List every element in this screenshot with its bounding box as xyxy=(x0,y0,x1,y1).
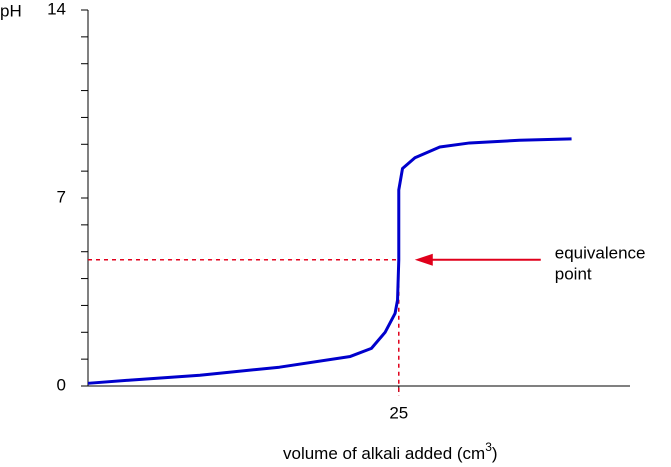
x-axis-label-end: ) xyxy=(492,444,498,463)
y-tick-label: 14 xyxy=(47,0,66,18)
annotation: point xyxy=(555,264,592,283)
x-tick-label: 25 xyxy=(389,403,408,422)
annotation: equivalence xyxy=(555,243,646,262)
x-axis-label: volume of alkali added (cm3) xyxy=(283,440,498,463)
y-tick-label: 7 xyxy=(57,187,66,206)
arrow-head xyxy=(414,253,433,266)
y-axis-label: pH xyxy=(0,1,22,20)
titration-curve xyxy=(87,137,572,385)
y-tick-label: 0 xyxy=(57,375,66,394)
x-axis-label-superscript: 3 xyxy=(485,440,492,454)
x-axis-label-text: volume of alkali added (cm xyxy=(283,444,485,463)
